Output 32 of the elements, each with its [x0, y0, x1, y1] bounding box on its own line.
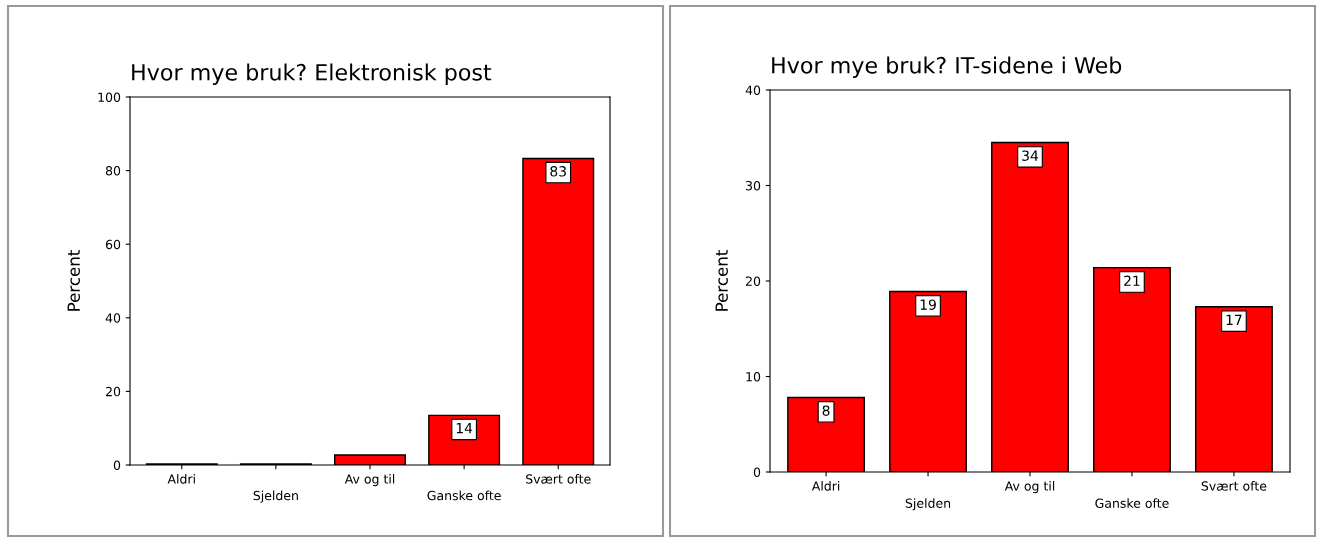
- data-label: 21: [1124, 275, 1140, 286]
- y-tick-label: 30: [746, 180, 761, 191]
- x-tick-label: Sjelden: [253, 490, 298, 503]
- data-label: 19: [920, 299, 936, 310]
- x-tick-label: Aldri: [811, 481, 840, 491]
- y-tick-label: 60: [105, 239, 121, 250]
- x-tick-label: Ganske ofte: [1095, 498, 1169, 508]
- y-axis-title: Percent: [715, 250, 728, 311]
- x-tick-label: Aldri: [167, 474, 195, 484]
- x-tick-label: Svært ofte: [1201, 481, 1267, 491]
- data-label: 17: [1226, 314, 1242, 325]
- x-tick-label: Svært ofte: [526, 474, 591, 484]
- y-axis-title: Percent: [67, 250, 80, 311]
- chart-title: Hvor mye bruk? Elektronisk post: [132, 63, 492, 85]
- y-tick-label: 40: [105, 313, 121, 323]
- data-label: 14: [456, 423, 473, 434]
- y-tick-label: 40: [745, 85, 761, 95]
- x-tick-label: Av og til: [1004, 481, 1055, 494]
- x-tick-label: Ganske ofte: [427, 490, 501, 501]
- chart-title: Hvor mye bruk? IT-sidene i Web: [772, 56, 1122, 78]
- data-label: 83: [550, 166, 566, 177]
- y-tick-label: 10: [746, 371, 761, 382]
- y-tick-label: 20: [745, 276, 761, 286]
- y-tick-label: 0: [753, 467, 761, 477]
- y-tick-label: 80: [105, 166, 121, 176]
- x-tick-label: Av og til: [344, 474, 395, 487]
- y-tick-label: 100: [98, 92, 121, 102]
- data-label: 34: [1022, 150, 1039, 161]
- y-tick-label: 0: [113, 460, 121, 470]
- data-label: 8: [822, 405, 830, 416]
- y-tick-label: 20: [105, 386, 121, 397]
- x-tick-label: Sjelden: [905, 498, 951, 511]
